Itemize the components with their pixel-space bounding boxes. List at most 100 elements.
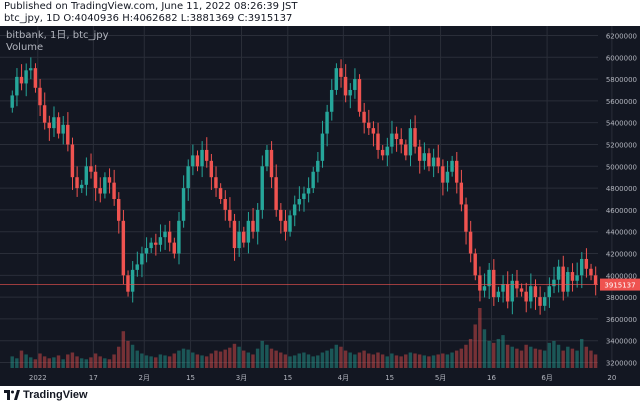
volume-bar bbox=[260, 340, 264, 368]
price-tick-label: 4000000 bbox=[606, 272, 637, 280]
volume-bar bbox=[556, 344, 561, 368]
candle-body bbox=[519, 288, 524, 292]
candle-body bbox=[362, 111, 366, 123]
candle-body bbox=[450, 160, 454, 172]
time-tick-label: 6月 bbox=[541, 374, 552, 382]
price-axis: 3200000 3400000 3600000 3800000 4000000 42000… bbox=[606, 32, 637, 367]
candle-body bbox=[158, 237, 163, 245]
candle-body bbox=[454, 160, 459, 183]
candle-body bbox=[496, 291, 501, 298]
candle-body bbox=[126, 275, 130, 292]
volume-bar bbox=[325, 350, 329, 368]
volume-bar bbox=[93, 353, 98, 368]
candle-body bbox=[394, 133, 399, 140]
volume-bar bbox=[218, 351, 223, 368]
volume-bar bbox=[450, 352, 454, 368]
volume-bar bbox=[515, 348, 519, 368]
volume-bar bbox=[316, 355, 320, 368]
volume-bar bbox=[47, 358, 51, 368]
time-tick-label: 16 bbox=[487, 374, 496, 382]
candle-body bbox=[251, 220, 255, 232]
volume-bar bbox=[265, 344, 269, 368]
candle-body bbox=[357, 79, 362, 112]
candle-body bbox=[19, 76, 24, 84]
price-tick-label: 5400000 bbox=[606, 120, 637, 128]
candle-body bbox=[552, 279, 556, 287]
candle-body bbox=[204, 149, 209, 161]
volume-bar bbox=[413, 353, 417, 368]
candle-body bbox=[98, 188, 102, 194]
volume-bar bbox=[454, 350, 459, 368]
tradingview-logo[interactable]: TradingView bbox=[4, 386, 88, 404]
candle-body bbox=[538, 297, 542, 306]
volume-bar bbox=[130, 344, 135, 368]
volume-bar bbox=[524, 344, 528, 368]
volume-bar bbox=[371, 354, 376, 368]
volume-bar bbox=[66, 354, 70, 368]
price-tick-label: 5800000 bbox=[606, 76, 637, 84]
volume-bar bbox=[84, 359, 89, 368]
candle-body bbox=[487, 269, 491, 287]
candle-body bbox=[223, 199, 227, 210]
volume-bar bbox=[89, 357, 93, 368]
candle-body bbox=[436, 157, 440, 167]
volume-bar bbox=[547, 342, 552, 368]
volume-bar bbox=[385, 356, 389, 368]
grid-lines bbox=[0, 26, 613, 368]
volume-bar bbox=[38, 353, 42, 368]
candle-body bbox=[70, 144, 75, 178]
price-tick-label: 4800000 bbox=[606, 185, 637, 193]
time-tick-label: 15 bbox=[385, 374, 394, 382]
candle-body bbox=[93, 171, 98, 189]
candle-body bbox=[191, 155, 195, 167]
candle-body bbox=[427, 153, 431, 167]
volume-bar bbox=[228, 347, 232, 368]
candle-body bbox=[367, 122, 371, 129]
candle-body bbox=[464, 204, 468, 232]
time-tick-label: 5月 bbox=[435, 374, 446, 382]
candle-body bbox=[246, 220, 251, 243]
candle-body bbox=[482, 286, 487, 291]
candle-body bbox=[218, 188, 223, 199]
candle-body bbox=[181, 188, 186, 221]
candle-body bbox=[288, 215, 292, 232]
volume-bar bbox=[10, 356, 14, 368]
volume-bar bbox=[593, 354, 598, 368]
legend-symbol: bitbank, 1日, btc_jpy bbox=[6, 30, 109, 41]
candle-body bbox=[468, 231, 473, 254]
candle-body bbox=[348, 89, 352, 96]
candle-body bbox=[195, 155, 200, 167]
volume-bar bbox=[288, 356, 292, 368]
volume-bar bbox=[172, 353, 176, 368]
candle-body bbox=[399, 139, 403, 145]
volume-bar bbox=[552, 340, 556, 368]
volume-bar bbox=[529, 346, 533, 368]
volume-bar bbox=[357, 352, 362, 368]
candle-body bbox=[404, 144, 408, 156]
volume-bar bbox=[329, 348, 334, 368]
volume-bar bbox=[533, 348, 538, 368]
price-chart[interactable]: 3200000 3400000 3600000 3800000 4000000 42000… bbox=[0, 26, 640, 386]
candle-body bbox=[144, 248, 149, 254]
candle-body bbox=[116, 199, 121, 221]
candle-body bbox=[561, 266, 565, 292]
volume-bar bbox=[223, 349, 227, 368]
candle-body bbox=[325, 111, 329, 134]
candle-body bbox=[542, 297, 547, 306]
candle-body bbox=[478, 275, 482, 291]
price-tick-label: 3800000 bbox=[606, 294, 637, 302]
candle-body bbox=[505, 284, 510, 302]
candle-body bbox=[422, 153, 426, 161]
candle-body bbox=[79, 184, 84, 189]
time-tick-label: 4月 bbox=[338, 374, 349, 382]
volume-bar bbox=[232, 343, 237, 368]
candle-body bbox=[533, 286, 538, 298]
volume-bar bbox=[241, 350, 246, 368]
volume-bar bbox=[566, 346, 570, 368]
candle-body bbox=[140, 253, 144, 265]
volume-bar bbox=[269, 348, 274, 368]
candle-body bbox=[408, 128, 413, 156]
candle-body bbox=[149, 242, 153, 249]
price-tick-label: 6200000 bbox=[606, 32, 637, 40]
volume-bar bbox=[584, 346, 589, 368]
